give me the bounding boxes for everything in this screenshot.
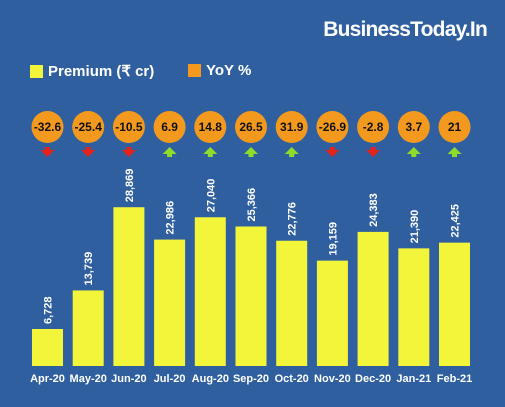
yoy-value-label: 31.9 xyxy=(280,120,304,134)
bar xyxy=(398,248,430,366)
bar-value-label: 19,159 xyxy=(327,222,339,256)
x-tick-label: Jan-21 xyxy=(396,373,431,385)
x-tick-label: Sep-20 xyxy=(233,373,269,385)
legend-swatch-premium xyxy=(30,64,43,78)
bar-value-label: 22,986 xyxy=(165,201,177,235)
bar-value-label: 6,728 xyxy=(43,296,55,324)
yoy-value-label: 14.8 xyxy=(199,120,223,134)
arrow-up-icon xyxy=(162,147,177,157)
x-tick-label: May-20 xyxy=(70,373,107,385)
yoy-circle xyxy=(397,111,430,143)
bar xyxy=(154,239,186,366)
x-tick-label: Nov-20 xyxy=(314,373,351,385)
arrow-up-icon xyxy=(447,147,462,157)
bar xyxy=(72,290,104,366)
yoy-circle xyxy=(357,111,390,143)
yoy-value-label: 6.9 xyxy=(161,120,178,134)
bar-value-label: 28,869 xyxy=(124,169,136,203)
yoy-circle xyxy=(235,111,267,143)
bar-value-label: 22,425 xyxy=(450,204,462,238)
bar xyxy=(32,328,63,366)
bar xyxy=(194,217,226,366)
arrow-down-icon xyxy=(366,147,381,157)
yoy-value-label: 26.5 xyxy=(239,120,263,134)
x-tick-label: Feb-21 xyxy=(437,373,472,385)
bar xyxy=(316,260,348,366)
yoy-value-label: -32.6 xyxy=(34,120,62,134)
yoy-value-label: -25.4 xyxy=(75,120,103,134)
legend-swatch-yoy xyxy=(188,64,201,77)
bar-value-label: 24,383 xyxy=(368,193,380,227)
x-tick-label: Apr-20 xyxy=(30,373,65,385)
bar-value-label: 27,040 xyxy=(205,179,217,213)
bar xyxy=(276,240,308,366)
legend-item-premium: Premium (₹ cr) xyxy=(30,62,154,80)
yoy-circle xyxy=(194,111,227,143)
bar-value-label: 22,776 xyxy=(287,202,299,236)
legend-label-yoy: YoY % xyxy=(206,62,252,79)
arrow-up-icon xyxy=(203,147,218,157)
yoy-value-label: -26.9 xyxy=(319,120,347,134)
arrow-down-icon xyxy=(121,147,136,157)
yoy-value-label: -10.5 xyxy=(115,120,143,134)
arrow-down-icon xyxy=(325,147,340,157)
x-tick-label: Oct-20 xyxy=(275,373,309,385)
arrow-up-icon xyxy=(284,147,299,157)
yoy-circle xyxy=(275,111,308,143)
arrow-up-icon xyxy=(244,147,258,157)
x-tick-label: Jul-20 xyxy=(154,373,186,385)
bar xyxy=(235,226,267,366)
yoy-circle xyxy=(112,111,145,143)
yoy-circle xyxy=(72,111,105,143)
brand-logo: BusinessToday.In xyxy=(323,18,488,41)
yoy-value-label: 21 xyxy=(448,120,462,134)
yoy-circle xyxy=(316,111,349,143)
arrow-down-icon xyxy=(81,147,96,157)
yoy-circle xyxy=(438,111,471,143)
x-tick-label: Aug-20 xyxy=(192,373,229,385)
bar xyxy=(113,207,145,366)
bar xyxy=(357,231,389,366)
yoy-value-label: 3.7 xyxy=(405,120,422,134)
bar-value-label: 13,739 xyxy=(83,252,95,286)
bar-value-label: 21,390 xyxy=(409,210,421,244)
bar-value-label: 25,366 xyxy=(246,188,258,222)
x-tick-label: Jun-20 xyxy=(111,373,146,385)
yoy-value-label: -2.8 xyxy=(363,120,384,134)
arrow-up-icon xyxy=(406,147,421,157)
legend-item-yoy: YoY % xyxy=(188,62,251,79)
yoy-circle xyxy=(31,111,64,143)
x-tick-label: Dec-20 xyxy=(355,373,391,385)
yoy-circle xyxy=(153,111,186,143)
arrow-down-icon xyxy=(40,147,55,157)
legend-label-premium: Premium (₹ cr) xyxy=(48,63,155,80)
bar xyxy=(439,242,470,366)
